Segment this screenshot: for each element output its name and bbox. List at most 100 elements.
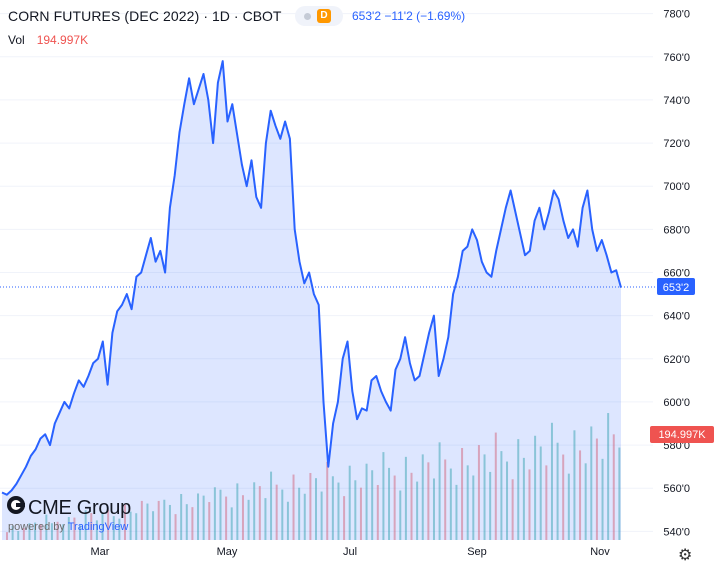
volume-bar: [567, 473, 570, 540]
volume-bar: [230, 507, 233, 540]
volume-bar: [152, 511, 155, 540]
volume-bar: [461, 447, 464, 540]
volume-bar: [416, 481, 419, 540]
volume-bar: [607, 413, 610, 540]
volume-bar: [326, 461, 329, 540]
last-price-tag-label: 653'2: [663, 282, 690, 294]
volume-bar: [539, 446, 542, 540]
volume-bar: [39, 524, 42, 540]
volume-bar: [163, 499, 166, 540]
volume-bar: [489, 471, 492, 540]
volume-bar: [601, 458, 604, 540]
volume-bar: [79, 525, 82, 540]
volume-bar: [528, 469, 531, 540]
volume-bar: [331, 476, 334, 540]
volume-bar: [382, 452, 385, 540]
volume-bar: [365, 463, 368, 540]
volume-bar: [449, 468, 452, 540]
volume-bar: [455, 484, 458, 540]
y-tick-label: 600'0: [663, 397, 690, 409]
x-tick-label: May: [217, 546, 238, 558]
volume-bar: [6, 532, 8, 540]
y-tick-label: 620'0: [663, 354, 690, 366]
volume-bar: [545, 465, 548, 540]
volume-tag: [650, 426, 714, 443]
cme-logo-icon: [7, 496, 25, 514]
price-quote: 653'2 −11'2 (−1.69%): [352, 9, 466, 23]
status-dot-icon: [304, 13, 311, 20]
volume-bar: [107, 509, 110, 540]
volume-bar: [298, 487, 301, 540]
chart-header: CORN FUTURES (DEC 2022) · 1D · CBOT: [8, 8, 282, 24]
volume-bar: [17, 531, 20, 540]
volume-bar: [590, 426, 593, 540]
volume-bar: [258, 486, 261, 540]
volume-bar: [225, 496, 228, 540]
volume-bar: [522, 457, 525, 540]
volume-tag-label: 194.997K: [658, 429, 706, 441]
volume-bar: [393, 475, 396, 540]
powered-prefix: powered by: [8, 521, 65, 533]
y-tick-label: 660'0: [663, 268, 690, 280]
y-tick-label: 720'0: [663, 138, 690, 150]
volume-bar: [359, 487, 362, 540]
volume-bar: [388, 467, 391, 540]
volume-bar: [123, 504, 126, 540]
volume-bar: [118, 518, 121, 540]
volume-bar: [67, 516, 70, 540]
y-tick-label: 560'0: [663, 483, 690, 495]
volume-bar: [477, 445, 480, 540]
volume-bar: [618, 447, 621, 540]
volume-bar: [281, 489, 284, 540]
volume-bar: [45, 514, 48, 540]
volume-bar: [494, 432, 497, 540]
cme-logo[interactable]: CME Group: [28, 497, 131, 519]
volume-bar: [56, 521, 59, 540]
volume-bar: [444, 459, 447, 540]
volume-bar: [197, 493, 200, 540]
volume-bar: [550, 422, 553, 540]
volume-bar: [135, 513, 138, 540]
volume-bar: [264, 498, 267, 540]
x-tick-label: Jul: [343, 546, 357, 558]
volume-bar: [73, 517, 76, 540]
volume-bar: [483, 454, 486, 540]
volume-bar: [343, 496, 346, 540]
last-price-tag: [657, 278, 695, 296]
tradingview-link[interactable]: TradingView: [67, 521, 129, 533]
symbol-title[interactable]: CORN FUTURES (DEC 2022): [8, 8, 200, 24]
volume-bar: [129, 511, 132, 540]
volume-bar: [562, 454, 565, 540]
interval-label[interactable]: 1D: [212, 8, 230, 24]
volume-bar: [466, 465, 469, 540]
market-status[interactable]: D: [295, 6, 343, 26]
y-tick-label: 540'0: [663, 526, 690, 538]
volume-bar: [146, 503, 149, 540]
volume-bar: [371, 470, 374, 540]
volume-legend: Vol 194.997K: [8, 33, 88, 47]
y-axis: 540'0 560'0 580'0 600'0 620'0 640'0 660'0 680'0…: [663, 9, 690, 539]
volume-bar: [348, 465, 351, 540]
delayed-badge: D: [317, 9, 331, 23]
powered-by[interactable]: powered by TradingView: [8, 521, 128, 533]
volume-bar: [399, 490, 402, 540]
volume-bar: [174, 514, 177, 540]
volume-bar: [511, 479, 514, 540]
volume-value: 194.997K: [36, 33, 89, 47]
gear-icon[interactable]: ⚙: [678, 547, 693, 564]
y-tick-label: 760'0: [663, 52, 690, 64]
volume-bar: [191, 507, 194, 540]
volume-bar: [247, 499, 250, 540]
volume-bar: [595, 438, 598, 540]
x-axis: Mar May Jul Sep Nov: [91, 546, 611, 558]
volume-bar: [500, 451, 503, 540]
price-area-fill: [2, 61, 621, 540]
x-tick-label: Nov: [590, 546, 610, 558]
volume-bar: [584, 463, 587, 540]
x-tick-label: Mar: [91, 546, 110, 558]
volume-bar: [612, 434, 615, 540]
volume-bar: [506, 461, 509, 540]
volume-bar: [534, 435, 537, 540]
volume-bar: [292, 474, 295, 540]
